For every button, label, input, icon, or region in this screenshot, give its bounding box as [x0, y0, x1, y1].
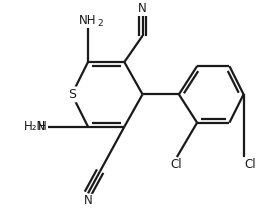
Text: N: N — [84, 194, 92, 207]
Text: N: N — [138, 2, 147, 15]
Text: Cl: Cl — [170, 158, 182, 171]
Text: NH: NH — [79, 14, 97, 27]
Text: Cl: Cl — [245, 158, 256, 171]
Text: H: H — [38, 120, 47, 133]
Text: H₂N: H₂N — [24, 120, 47, 133]
Text: 2: 2 — [98, 19, 103, 28]
Text: S: S — [68, 88, 76, 101]
